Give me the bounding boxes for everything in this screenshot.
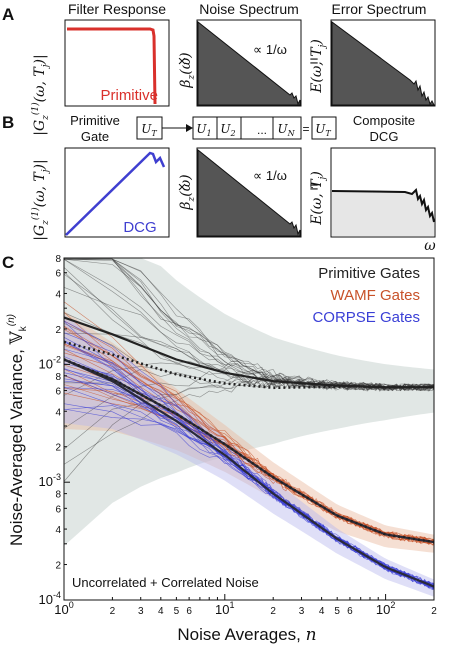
composite-dcg-label-line2: DCG [370, 129, 399, 144]
filter-box-dcg [64, 147, 170, 238]
svg-text:βz(ω): βz(ω) [178, 52, 197, 88]
variance-band-corpse [64, 314, 434, 597]
dcg-filter-curve [65, 151, 166, 236]
x-tick-label: 6 [186, 606, 192, 617]
trace-primitive [63, 368, 435, 391]
y-tick-label: 6 [55, 269, 61, 280]
times-sign-b: × [178, 179, 187, 196]
dotted-fit-1 [63, 358, 435, 544]
y-tick-label: 2 [55, 561, 61, 572]
title-filter-response: Filter Response [68, 1, 166, 17]
times-sign-a: × [178, 53, 187, 70]
error-spectrum-fill-b [332, 190, 434, 236]
legend-corpse: CORPSE Gates [312, 309, 420, 326]
svg-text:E(ω, Tj): E(ω, Tj) [309, 171, 328, 226]
variance-bands [64, 258, 434, 597]
x-tick-label: 3 [299, 606, 305, 617]
x-tick-label: 4 [319, 606, 325, 617]
fit-curve-corpse [63, 358, 435, 588]
x-tick-label: 100 [54, 600, 73, 617]
x-tick-label: 3 [138, 606, 144, 617]
svg-text:|Gz(1)(ω, Tj)|: |Gz(1)(ω, Tj)| [30, 54, 51, 136]
composite-dcg-label-line1: Composite [353, 113, 415, 128]
primitive-filter-label: Primitive [100, 87, 158, 104]
x-tick-label: 5 [174, 606, 180, 617]
svg-text:βz(ω): βz(ω) [178, 174, 197, 210]
svg-text:Noise-Averaged Variance, 𝕍k(n: Noise-Averaged Variance, 𝕍k(n) [6, 314, 29, 546]
y-tick-label: 10-2 [39, 354, 61, 371]
y-tick-label: 6 [55, 387, 61, 398]
y-tick-label: 2 [55, 443, 61, 454]
panel-c-letter: C [2, 253, 14, 272]
ylabel-filter-a: |Gz(1)(ω, Tj)| [30, 54, 51, 136]
title-error-spectrum: Error Spectrum [332, 1, 427, 17]
primitive-gate-label-line2: Gate [81, 129, 109, 144]
trace-corpse [63, 356, 435, 586]
panel-a-letter: A [2, 5, 14, 24]
equals-sign-a: = [310, 53, 319, 70]
svg-text:E(ω, Tj): E(ω, Tj) [309, 39, 328, 94]
y-tick-label: 4 [55, 407, 61, 418]
noise-annotation: Uncorrelated + Correlated Noise [72, 575, 259, 590]
y-tick-label: 2 [55, 325, 61, 336]
dcg-filter-label: DCG [123, 219, 156, 236]
x-axis-label: Noise Averages, n [177, 625, 316, 645]
seq-equals: = [302, 122, 309, 136]
y-axis-label: Noise-Averaged Variance, 𝕍k(n) [6, 314, 29, 546]
ylabel-filter-b: |Gz(1)(ω, Tj)| [30, 159, 51, 241]
ylabel-error-a: E(ω, Tj) [309, 39, 328, 94]
ylabel-noise-a: βz(ω) [178, 52, 197, 88]
x-tick-label: 2 [110, 606, 116, 617]
x-tick-label: 102 [376, 600, 395, 617]
title-noise-spectrum: Noise Spectrum [199, 1, 299, 17]
y-tick-label: 4 [55, 525, 61, 536]
y-tick-label: 4 [55, 289, 61, 300]
x-tick-label: 4 [158, 606, 164, 617]
plot-frame [63, 257, 435, 601]
primitive-filter-curve [67, 27, 157, 105]
noise-spectrum-fill-a [197, 20, 301, 106]
omega-xlabel: ω [424, 238, 436, 254]
filter-box-primitive [64, 19, 170, 107]
x-tick-label: 101 [215, 600, 234, 617]
slope-label-a: ∝ 1/ω [253, 42, 287, 57]
primitive-gate-label-line1: Primitive [70, 113, 120, 128]
x-tick-label: 5 [334, 606, 340, 617]
equals-sign-b: = [310, 179, 319, 196]
seq-box-un [272, 116, 302, 140]
ylabel-error-b: E(ω, Tj) [309, 171, 328, 226]
panel-b-letter: B [2, 113, 14, 132]
ylabel-noise-b: βz(ω) [178, 174, 197, 210]
y-tick-label: 8 [55, 254, 61, 265]
noise-spectrum-fill-b [197, 148, 301, 237]
fit-curves [63, 316, 435, 588]
arrow-head [186, 124, 193, 132]
slope-label-b: ∝ 1/ω [253, 168, 287, 183]
error-spectrum-fill-a [331, 21, 435, 106]
y-tick-label: 10-3 [39, 472, 61, 489]
error-spectrum-line-b [331, 188, 435, 223]
x-tick-label: 6 [347, 606, 353, 617]
x-tick-label: 2 [431, 606, 437, 617]
svg-text:|Gz(1)(ω, Tj)|: |Gz(1)(ω, Tj)| [30, 159, 51, 241]
trace-wamf [63, 349, 435, 545]
fit-curve-primitive [63, 316, 434, 389]
y-tick-label: 8 [55, 490, 61, 501]
legend-primitive: Primitive Gates [318, 265, 420, 282]
ut-result-box [311, 116, 337, 140]
seq-ellipsis: ... [257, 123, 267, 137]
variance-band-wamf [64, 310, 434, 553]
y-tick-label: 8 [55, 372, 61, 383]
y-tick-label: 6 [55, 504, 61, 515]
x-tick-label: 2 [270, 606, 276, 617]
variance-band-primitive [64, 258, 434, 547]
legend-wamf: WAMF Gates [331, 287, 420, 304]
